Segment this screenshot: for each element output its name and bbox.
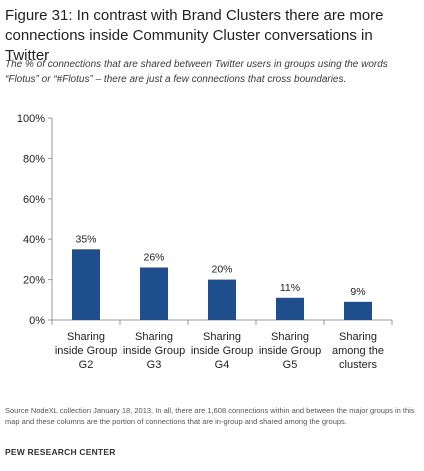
chart-title: Figure 31: In contrast with Brand Cluste… <box>5 7 384 64</box>
category-label: Sharing among the clusters <box>332 331 384 371</box>
data-label: 26% <box>143 251 164 263</box>
bar <box>140 267 168 320</box>
bar <box>276 297 304 320</box>
y-axis: 0% 20% 40% 60% 80% 100% <box>17 113 53 327</box>
y-tick-label: 80% <box>23 153 45 165</box>
category-label: Sharing inside Group G3 <box>123 331 185 371</box>
data-labels: 35% 26% 20% 11% 9% <box>75 233 365 298</box>
data-label: 20% <box>211 264 232 276</box>
bar-chart: 0% 20% 40% 60% 80% 100% 35% 26% 20% 11% 9% Sharin… <box>17 113 393 371</box>
x-axis <box>51 319 393 325</box>
bar <box>344 301 372 320</box>
source-note: Source NodeXL collection January 18, 201… <box>5 406 415 426</box>
y-tick-label: 40% <box>23 234 45 246</box>
bar <box>208 279 236 320</box>
category-label: Sharing inside Group G4 <box>191 331 253 371</box>
organization-name: PEW RESEARCH CENTER <box>5 447 116 457</box>
y-tick-label: 0% <box>29 315 45 327</box>
bars <box>72 249 372 320</box>
category-label: Sharing inside Group G5 <box>259 331 321 371</box>
data-label: 11% <box>280 282 300 294</box>
data-label: 35% <box>75 233 96 245</box>
chart-subtitle: The % of connections that are shared bet… <box>5 59 388 85</box>
data-label: 9% <box>350 286 365 298</box>
bar <box>72 249 100 320</box>
category-label: Sharing inside Group G2 <box>55 331 117 371</box>
y-tick-label: 20% <box>23 275 45 287</box>
y-tick-label: 60% <box>23 194 45 206</box>
y-tick-label: 100% <box>17 113 45 125</box>
